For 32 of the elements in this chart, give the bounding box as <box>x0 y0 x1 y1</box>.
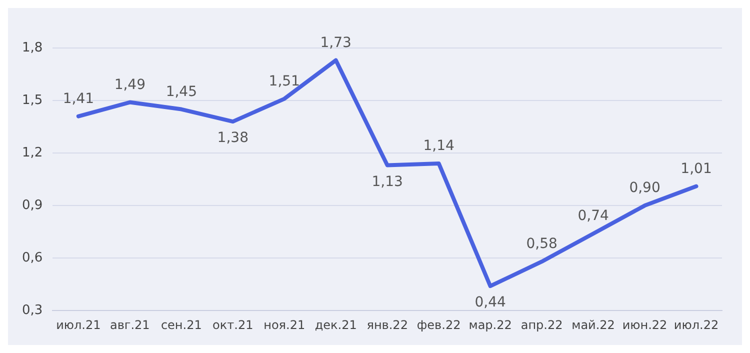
data-label: 0,74 <box>578 208 609 224</box>
x-tick-label: ноя.21 <box>264 318 306 332</box>
data-label: 0,44 <box>474 294 506 311</box>
x-tick-label: май.22 <box>572 318 615 332</box>
y-tick-label: 0,3 <box>22 302 43 318</box>
y-tick-label: 1,2 <box>22 145 43 160</box>
data-label: 1,01 <box>680 160 712 177</box>
x-tick-label: янв.22 <box>366 318 408 332</box>
data-label: 1,51 <box>268 73 300 90</box>
x-tick-label: сен.21 <box>160 318 202 332</box>
data-label: 1,49 <box>114 76 146 93</box>
data-label: 1,13 <box>372 174 403 190</box>
x-tick-label: мар.22 <box>468 318 512 332</box>
x-tick-label: авг.21 <box>110 318 150 332</box>
x-tick-label: июл.22 <box>674 318 719 332</box>
data-label: 1,38 <box>217 130 248 146</box>
data-label: 0,90 <box>629 180 660 196</box>
data-label: 1,45 <box>166 84 197 100</box>
data-label: 1,41 <box>62 90 94 107</box>
data-label: 1,73 <box>320 34 352 51</box>
x-tick-label: фев.22 <box>416 318 461 332</box>
y-tick-label: 0,6 <box>22 250 43 266</box>
y-tick-label: 0,9 <box>22 198 43 213</box>
data-label: 0,58 <box>526 236 558 252</box>
y-tick-label: 1,8 <box>22 40 43 56</box>
x-tick-label: дек.21 <box>314 318 357 332</box>
x-tick-label: окт.21 <box>212 318 254 332</box>
x-tick-label: июл.21 <box>56 318 101 332</box>
x-tick-label: апр.22 <box>520 318 563 332</box>
x-tick-label: июн.22 <box>622 318 668 332</box>
data-label: 1,14 <box>423 138 454 154</box>
y-tick-label: 1,5 <box>22 92 43 108</box>
